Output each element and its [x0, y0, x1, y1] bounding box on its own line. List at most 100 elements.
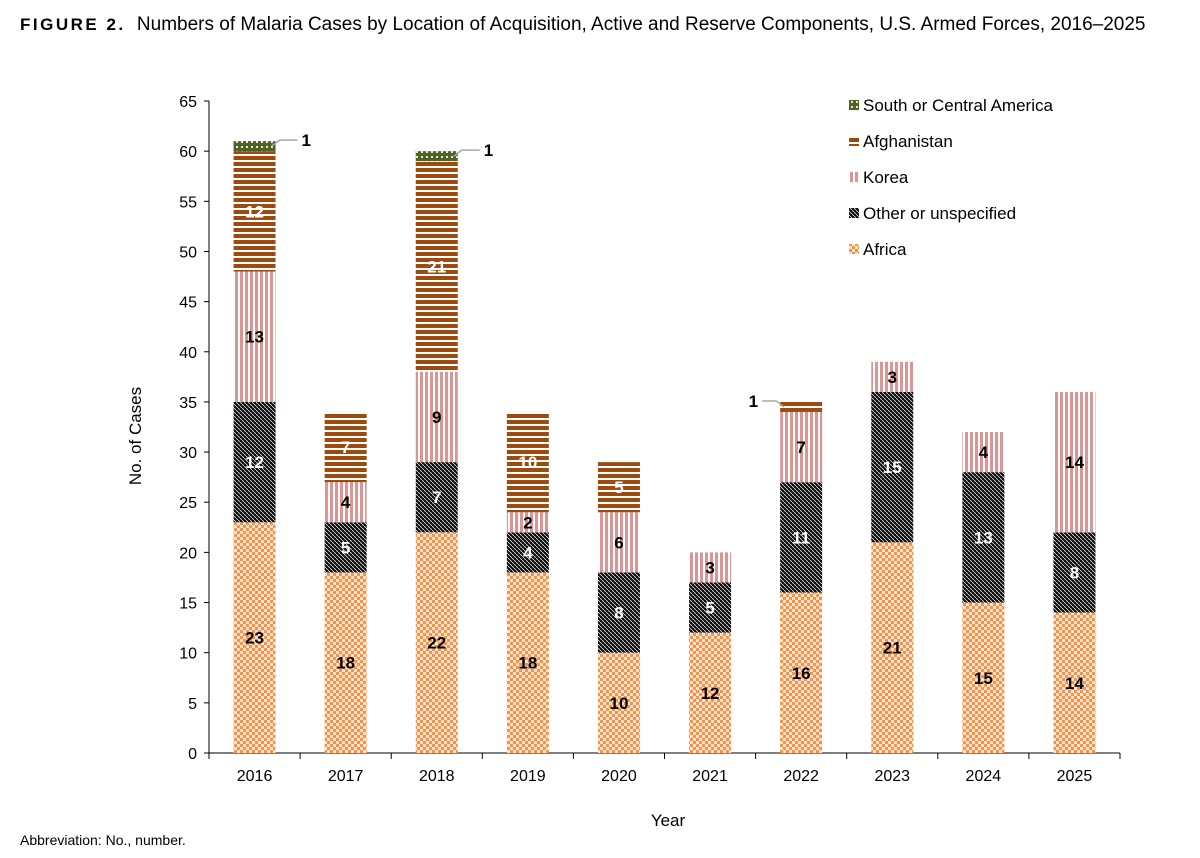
x-tick-label: 2016	[237, 768, 273, 785]
y-tick-label: 15	[179, 596, 197, 613]
y-axis: 0 5 10 15 20 25 30 35 40 45 50 55 60 65	[179, 94, 210, 763]
x-tick-label: 2024	[966, 768, 1002, 785]
bar-africa-2023	[871, 542, 914, 753]
legend-swatch-korea	[849, 172, 859, 182]
y-tick-label: 10	[179, 646, 197, 663]
bar-korea-2021	[689, 552, 732, 583]
bar-africa-2020	[597, 652, 640, 753]
bar-other-or-unspecified-2019	[506, 532, 549, 573]
value-label-afghanistan-2019: 10	[518, 453, 537, 472]
callout-leader-south-or-central-america-2018	[453, 149, 480, 157]
bar-africa-2017	[324, 572, 367, 753]
value-label-africa-2016: 23	[245, 629, 264, 648]
value-label-afghanistan-2020: 5	[614, 478, 623, 497]
x-tick-label: 2022	[783, 768, 819, 785]
value-label-korea-2020: 6	[614, 533, 623, 552]
legend-swatch-south-or-central-america	[849, 100, 859, 110]
bar-other-or-unspecified-2025	[1053, 532, 1096, 613]
value-label-south-or-central-america-2018: 1	[484, 141, 493, 160]
value-label-africa-2019: 18	[518, 654, 537, 673]
value-label-afghanistan-2016: 12	[245, 202, 264, 221]
bar-other-or-unspecified-2016	[233, 401, 276, 523]
bar-africa-2016	[233, 522, 276, 753]
bar-korea-2016	[233, 271, 276, 402]
y-tick-label: 20	[179, 545, 197, 562]
value-label-korea-2025: 14	[1065, 453, 1084, 472]
bar-africa-2021	[689, 632, 732, 753]
value-label-korea-2019: 2	[523, 513, 532, 532]
chart-title: Numbers of Malaria Cases by Location of …	[136, 14, 1146, 35]
bar-afghanistan-2022	[780, 401, 823, 412]
value-label-other-or-unspecified-2016: 12	[245, 453, 264, 472]
legend-swatch-other-or-unspecified	[849, 208, 859, 218]
bar-korea-2017	[324, 482, 367, 523]
footnote: Abbreviation: No., number.	[20, 832, 186, 848]
bar-africa-2024	[962, 602, 1005, 753]
bar-korea-2023	[871, 361, 914, 392]
value-label-africa-2021: 12	[701, 684, 720, 703]
value-label-korea-2023: 3	[888, 368, 897, 387]
y-tick-label: 45	[179, 295, 197, 312]
value-label-afghanistan-2018: 21	[427, 258, 446, 277]
value-labels-group: 2312131211854722792111842101086512531611…	[245, 131, 1084, 713]
value-label-africa-2023: 21	[883, 639, 902, 658]
y-tick-label: 50	[179, 244, 197, 261]
value-label-africa-2017: 18	[336, 654, 355, 673]
figure-title: FIGURE 2. Numbers of Malaria Cases by Lo…	[20, 14, 1145, 36]
value-label-africa-2022: 16	[792, 664, 811, 683]
value-label-other-or-unspecified-2020: 8	[614, 604, 623, 623]
bar-africa-2019	[506, 572, 549, 753]
value-label-other-or-unspecified-2019: 4	[523, 543, 533, 562]
y-tick-label: 40	[179, 345, 197, 362]
bar-other-or-unspecified-2021	[689, 582, 732, 633]
legend: South or Central America Afghanistan Korea…	[849, 96, 1053, 259]
bar-other-or-unspecified-2017	[324, 522, 367, 573]
x-tick-label: 2019	[510, 768, 546, 785]
legend-label-afghanistan: Afghanistan	[863, 132, 953, 151]
value-label-south-or-central-america-2016: 1	[302, 131, 311, 150]
bar-other-or-unspecified-2024	[962, 472, 1005, 603]
value-label-korea-2018: 9	[432, 408, 441, 427]
y-tick-label: 25	[179, 495, 197, 512]
y-tick-label: 60	[179, 144, 197, 161]
bar-africa-2018	[415, 532, 458, 753]
bar-africa-2022	[780, 592, 823, 753]
bar-afghanistan-2018	[415, 161, 458, 372]
x-tick-label: 2025	[1057, 768, 1093, 785]
value-label-other-or-unspecified-2023: 15	[883, 458, 902, 477]
callout-leader-south-or-central-america-2016	[271, 139, 298, 147]
value-label-other-or-unspecified-2024: 13	[974, 528, 993, 547]
value-label-afghanistan-2022: 1	[749, 392, 758, 411]
bar-other-or-unspecified-2018	[415, 462, 458, 533]
y-tick-label: 30	[179, 445, 197, 462]
bar-series-group	[233, 141, 1096, 753]
value-label-other-or-unspecified-2017: 5	[341, 538, 350, 557]
x-tick-label: 2020	[601, 768, 637, 785]
value-label-other-or-unspecified-2025: 8	[1070, 563, 1079, 582]
x-axis: 2016 2017 2018 2019 2020 2021 2022 2023 2024 2025	[208, 752, 1121, 785]
y-tick-label: 35	[179, 395, 197, 412]
legend-label-other-or-unspecified: Other or unspecified	[863, 204, 1016, 223]
bar-afghanistan-2020	[597, 462, 640, 513]
bar-korea-2025	[1053, 391, 1096, 533]
bar-south-or-central-america-2018	[415, 151, 458, 162]
x-tick-label: 2018	[419, 768, 455, 785]
value-label-korea-2016: 13	[245, 328, 264, 347]
bar-korea-2022	[780, 411, 823, 483]
value-label-africa-2020: 10	[609, 694, 628, 713]
x-tick-label: 2021	[692, 768, 728, 785]
bar-other-or-unspecified-2020	[597, 572, 640, 653]
value-label-africa-2025: 14	[1065, 674, 1084, 693]
bar-afghanistan-2019	[506, 411, 549, 513]
value-label-korea-2022: 7	[796, 438, 805, 457]
bar-korea-2019	[506, 512, 549, 533]
x-tick-label: 2017	[328, 768, 364, 785]
y-tick-label: 0	[188, 746, 197, 763]
legend-swatch-africa	[849, 244, 859, 254]
bar-other-or-unspecified-2023	[871, 391, 914, 543]
legend-label-korea: Korea	[863, 168, 909, 187]
figure-label: FIGURE 2.	[20, 15, 126, 34]
y-tick-label: 55	[179, 194, 197, 211]
bar-afghanistan-2017	[324, 411, 367, 483]
